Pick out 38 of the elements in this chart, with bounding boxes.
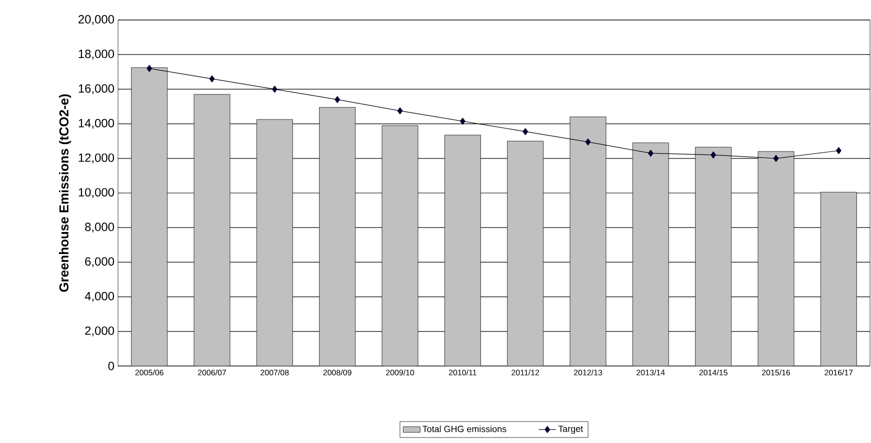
point (272, 86, 278, 93)
bar (382, 125, 418, 366)
legend-label: Target (558, 426, 584, 434)
legend-label: Total GHG emissions (422, 426, 506, 432)
bar (194, 94, 230, 366)
y-tick-label: 14,000 (78, 118, 114, 129)
point (397, 107, 403, 114)
bar (695, 146, 732, 366)
point (209, 75, 215, 82)
bar (319, 107, 356, 366)
y-tick-label: 10,000 (78, 188, 114, 198)
point (334, 96, 340, 104)
y-tick-label: 4,000 (84, 292, 114, 302)
y-tick-label: 18,000 (78, 50, 114, 60)
y-tick-label: 20,000 (78, 15, 114, 25)
y-tick-label: 0 (108, 362, 114, 370)
point (773, 154, 779, 162)
bar (256, 119, 293, 366)
point (648, 150, 654, 157)
bar (570, 116, 606, 366)
bar (632, 142, 669, 366)
bar (820, 192, 857, 366)
y-tick-label: 2,000 (85, 326, 114, 336)
bar (131, 67, 168, 366)
bar (758, 151, 794, 366)
y-tick-label: 8,000 (85, 222, 114, 233)
y-tick-label: 16,000 (78, 84, 114, 94)
point (522, 128, 528, 136)
point (836, 147, 842, 154)
point (585, 138, 591, 146)
bar (444, 134, 481, 366)
point (146, 64, 152, 72)
y-tick-label: 6,000 (85, 257, 114, 268)
point (460, 118, 466, 125)
bar (507, 140, 544, 366)
point (710, 151, 716, 158)
y-axis-title: Greenhouse Emissions (tCO2-e) (58, 94, 72, 292)
y-tick-label: 12,000 (78, 153, 114, 164)
